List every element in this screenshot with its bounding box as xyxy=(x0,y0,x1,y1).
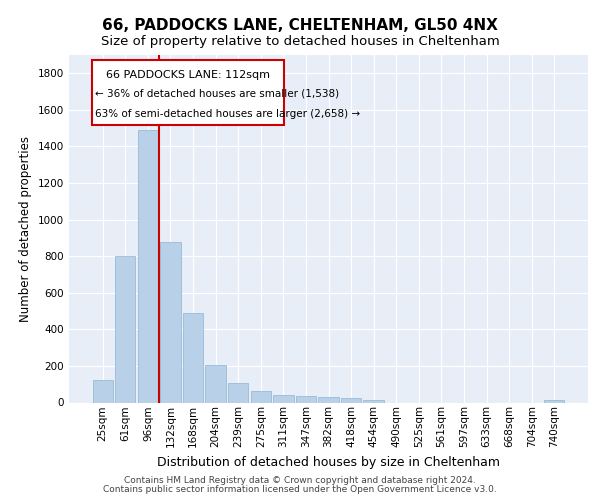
Bar xyxy=(544,400,565,402)
Text: Contains HM Land Registry data © Crown copyright and database right 2024.: Contains HM Land Registry data © Crown c… xyxy=(124,476,476,485)
X-axis label: Distribution of detached houses by size in Cheltenham: Distribution of detached houses by size … xyxy=(157,456,500,468)
Text: Size of property relative to detached houses in Cheltenham: Size of property relative to detached ho… xyxy=(101,35,499,48)
Bar xyxy=(364,400,384,402)
Text: 66, PADDOCKS LANE, CHELTENHAM, GL50 4NX: 66, PADDOCKS LANE, CHELTENHAM, GL50 4NX xyxy=(102,18,498,32)
Bar xyxy=(273,395,293,402)
Text: 63% of semi-detached houses are larger (2,658) →: 63% of semi-detached houses are larger (… xyxy=(95,109,361,119)
Bar xyxy=(115,256,136,402)
Bar xyxy=(92,380,113,402)
Bar xyxy=(138,130,158,402)
Bar xyxy=(341,398,361,402)
Text: 66 PADDOCKS LANE: 112sqm: 66 PADDOCKS LANE: 112sqm xyxy=(106,70,270,80)
Bar xyxy=(183,313,203,402)
Bar xyxy=(296,396,316,402)
Bar xyxy=(228,384,248,402)
Bar xyxy=(319,397,338,402)
Bar xyxy=(160,242,181,402)
Text: ← 36% of detached houses are smaller (1,538): ← 36% of detached houses are smaller (1,… xyxy=(95,89,340,99)
Bar xyxy=(251,390,271,402)
Y-axis label: Number of detached properties: Number of detached properties xyxy=(19,136,32,322)
Bar xyxy=(92,60,284,124)
Text: Contains public sector information licensed under the Open Government Licence v3: Contains public sector information licen… xyxy=(103,484,497,494)
Bar xyxy=(205,365,226,403)
